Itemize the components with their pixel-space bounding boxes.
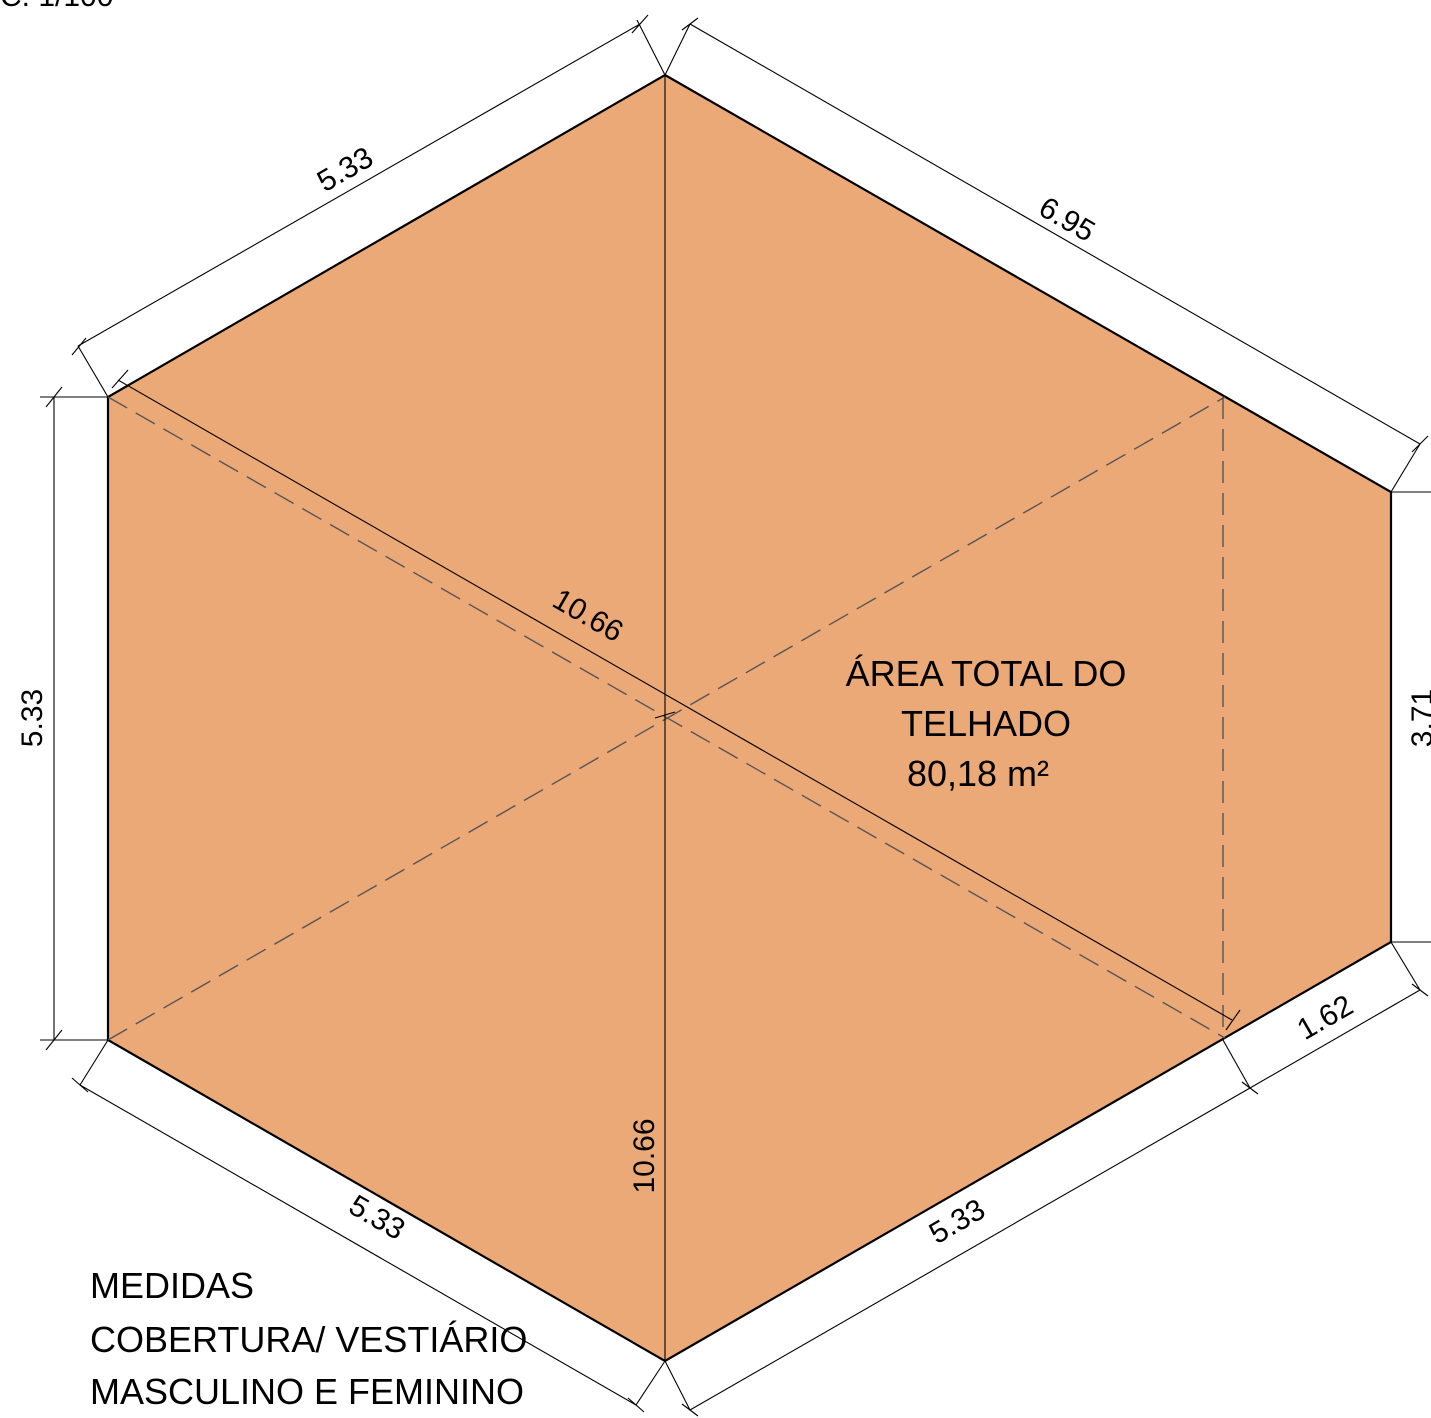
dim-label-vertical-axis: 10.66 [628, 1118, 661, 1193]
diagonal-dimension-line [117, 379, 1233, 1021]
dim-label-top-left: 5.33 [312, 141, 379, 199]
area-value: 80,18 m² [907, 753, 1049, 794]
caption-line3: MASCULINO E FEMININO [90, 1371, 524, 1412]
caption-line2: COBERTURA/ VESTIÁRIO [90, 1319, 527, 1360]
dim-line-bottom-left [79, 1084, 637, 1406]
dim-label-top-right: 6.95 [1033, 191, 1100, 249]
dim-label-bottom-right-short: 1.62 [1292, 989, 1359, 1047]
caption-line1: MEDIDAS [90, 1265, 254, 1306]
area-title-line1: ÁREA TOTAL DO [846, 653, 1127, 694]
roof-hexagon [106, 73, 1393, 1363]
dim-line-top-right [689, 23, 1421, 445]
dim-line-bottom-right-short [1249, 989, 1421, 1089]
area-title-line2: TELHADO [901, 703, 1071, 744]
dim-label-left: 5.33 [16, 689, 49, 747]
ridge-line-left-up [107, 396, 1226, 1039]
dim-line-top-left [77, 23, 641, 347]
scale-label: ESC. 1/100 [0, 0, 113, 13]
dim-label-right: 3.71 [1406, 689, 1431, 747]
dim-line-bottom-right [689, 1087, 1251, 1411]
ridge-line-left-down [107, 396, 1226, 1041]
